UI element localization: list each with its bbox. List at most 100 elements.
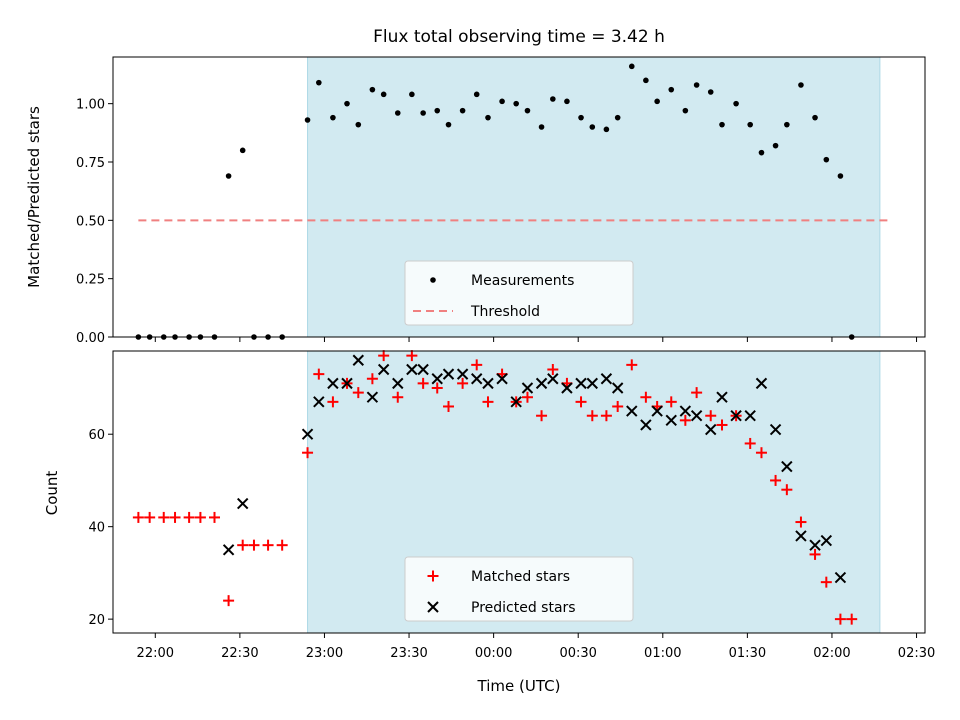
measurement-point xyxy=(434,107,441,114)
matched-point xyxy=(665,396,677,408)
measurement-point xyxy=(445,121,452,128)
measurement-point xyxy=(459,107,466,114)
predicted-point xyxy=(679,405,692,417)
predicted-point xyxy=(327,377,339,390)
plot-frame xyxy=(112,350,926,634)
matched-point xyxy=(378,350,390,362)
x-tick-label: 01:00 xyxy=(644,646,681,661)
measurement-point xyxy=(473,91,480,98)
measurement-point xyxy=(772,142,779,149)
measurement-point xyxy=(628,63,635,70)
y-tick-label: 20 xyxy=(88,613,105,628)
matched-point xyxy=(716,419,728,431)
y-tick-label: 40 xyxy=(88,521,105,536)
predicted-point xyxy=(561,382,573,394)
y-tick-label: 1.00 xyxy=(76,98,105,113)
predicted-point xyxy=(222,544,235,556)
measurement-point xyxy=(225,173,232,179)
matched-point xyxy=(471,359,483,371)
predicted-point xyxy=(377,363,390,376)
predicted-point xyxy=(665,414,677,427)
predicted-point xyxy=(640,419,652,431)
y-tick-label: 0.25 xyxy=(76,273,105,288)
matched-point xyxy=(302,447,314,459)
top-y-axis-title: Matched/Predicted stars xyxy=(25,106,43,288)
matched-point xyxy=(795,516,807,528)
predicted-point xyxy=(730,410,742,422)
predicted-point xyxy=(482,377,494,390)
predicted-point xyxy=(417,363,429,376)
matched-point xyxy=(846,613,858,625)
predicted-point xyxy=(431,373,443,385)
x-tick-label: 02:30 xyxy=(898,646,935,661)
count-panel: 20 40 60 22:00 22:30 23:00 23:30 00:00 00:30 01:0… xyxy=(88,350,935,661)
measurement-point xyxy=(654,98,660,105)
plot-frame xyxy=(112,56,926,338)
x-tick-label: 23:00 xyxy=(306,646,343,661)
matched-point xyxy=(431,382,443,394)
matched-point xyxy=(194,511,206,523)
legend: Matched stars Predicted stars xyxy=(404,556,634,622)
measurement-point xyxy=(550,96,556,102)
measurement-point xyxy=(239,147,246,154)
legend-label: Matched stars xyxy=(471,569,570,585)
matched-point xyxy=(276,539,288,551)
predicted-point xyxy=(313,396,325,408)
predicted-point xyxy=(834,571,847,584)
y-tick-label: 0.00 xyxy=(76,331,105,346)
predicted-point xyxy=(575,377,587,390)
matched-point xyxy=(547,363,559,375)
measurement-point xyxy=(420,110,426,116)
matched-point xyxy=(248,539,260,551)
matched-point xyxy=(679,414,691,426)
matched-point xyxy=(158,511,170,523)
measurement-point xyxy=(837,173,844,179)
matched-point xyxy=(575,396,587,408)
measurement-point xyxy=(747,121,753,128)
measurement-point xyxy=(394,110,401,116)
predicted-point xyxy=(651,405,663,417)
matched-point xyxy=(770,474,782,486)
measurement-point xyxy=(380,91,387,98)
matched-point xyxy=(457,377,469,389)
matched-point xyxy=(586,410,598,422)
predicted-point xyxy=(820,534,833,547)
y-tick-label: 0.75 xyxy=(76,156,105,171)
bottom-y-axis-title: Count xyxy=(43,471,61,516)
measurement-point xyxy=(589,124,596,130)
matched-point xyxy=(169,511,181,523)
matched-point xyxy=(705,410,717,422)
matched-point xyxy=(417,377,429,389)
predicted-point xyxy=(442,368,455,380)
legend-label: Measurements xyxy=(471,273,574,289)
measurement-point xyxy=(369,86,376,93)
measurement-point xyxy=(603,126,610,133)
predicted-point xyxy=(535,377,548,390)
matched-point xyxy=(612,400,624,412)
matched-point xyxy=(132,511,144,523)
chart-title: Flux total observing time = 3.42 h xyxy=(373,27,665,47)
predicted-point xyxy=(716,391,728,403)
predicted-point xyxy=(705,423,717,436)
predicted-point xyxy=(366,391,379,403)
y-tick-label: 0.50 xyxy=(76,214,105,229)
predicted-point xyxy=(341,377,353,390)
matched-point xyxy=(600,410,612,422)
predicted-point xyxy=(755,377,768,390)
x-tick-label: 23:30 xyxy=(390,646,427,661)
predicted-point xyxy=(744,410,756,422)
predicted-point xyxy=(471,373,483,385)
legend-box xyxy=(404,260,634,326)
measurement-point xyxy=(316,79,322,86)
predicted-point xyxy=(600,373,613,385)
legend-box xyxy=(404,556,634,622)
matched-point xyxy=(406,350,418,362)
legend: Measurements Threshold xyxy=(404,260,634,326)
measurement-point xyxy=(812,114,818,121)
matched-point xyxy=(626,359,638,371)
x-tick-label: 02:00 xyxy=(813,646,850,661)
matched-point xyxy=(352,387,364,399)
matched-point xyxy=(809,548,821,560)
legend-marker xyxy=(427,601,439,613)
measurement-point xyxy=(719,121,725,128)
